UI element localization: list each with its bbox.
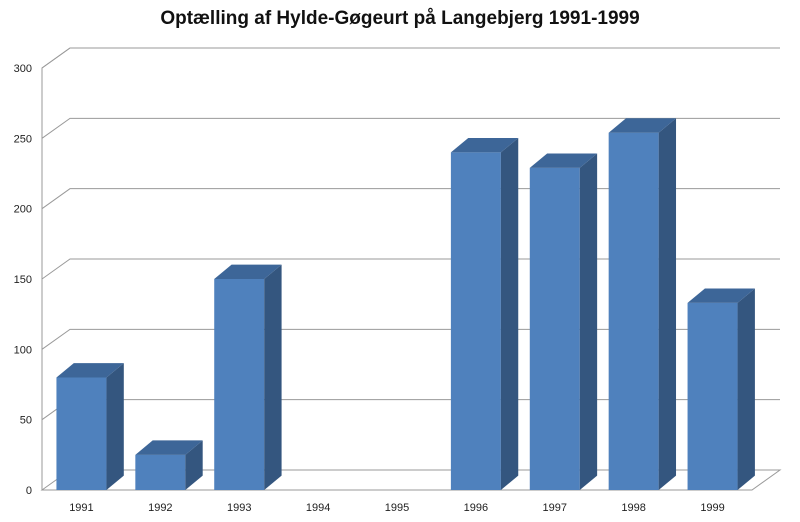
bar-top-1999 [687,288,755,303]
y-tick-label: 300 [14,63,32,75]
bar-1992 [135,454,186,490]
bar-side-1991 [106,363,124,490]
bar-side-1993 [264,264,282,490]
x-tick-label: 1994 [306,502,330,514]
y-tick-label: 50 [20,415,32,427]
x-tick-label: 1995 [385,502,409,514]
bar-side-1999 [737,288,755,490]
bar-side-1992 [185,440,203,490]
bar-top-1993 [214,264,282,279]
x-tick-label: 1999 [700,502,724,514]
y-tick-label: 200 [14,204,32,216]
gridline [41,47,780,69]
bar-1998 [608,132,659,490]
bar-top-1992 [135,440,203,455]
gridline [41,117,780,139]
bar-top-1998 [608,118,677,133]
y-tick-label: 250 [14,133,32,145]
bar-1999 [687,302,738,490]
bar-1993 [214,279,265,490]
y-tick-label: 100 [14,344,32,356]
x-tick-label: 1991 [69,502,93,514]
bar-side-1996 [500,138,519,490]
x-tick-label: 1992 [148,502,172,514]
bar-top-1991 [56,363,124,378]
y-tick-label: 0 [26,485,32,497]
bar-top-1996 [450,138,519,153]
bar-1996 [450,152,501,490]
x-tick-label: 1998 [621,502,645,514]
bar-side-1997 [579,153,598,490]
x-tick-label: 1997 [543,502,567,514]
x-tick-label: 1996 [464,502,488,514]
y-tick-label: 150 [14,274,32,286]
bar-1991 [56,377,107,490]
bar-side-1998 [658,118,677,490]
bar-1997 [529,167,580,490]
bar-top-1997 [529,153,598,168]
chart-title: Optælling af Hylde-Gøgeurt på Langebjerg… [160,8,640,29]
x-tick-label: 1993 [227,502,251,514]
